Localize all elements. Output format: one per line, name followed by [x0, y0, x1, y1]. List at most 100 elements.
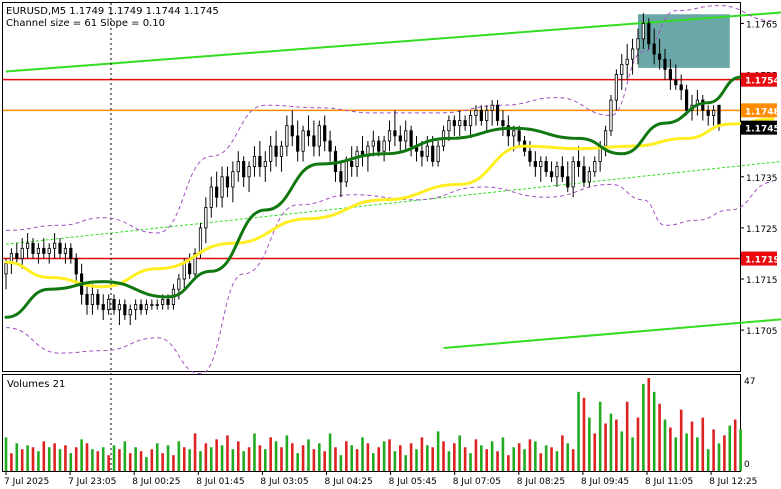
- candle-body-35: [193, 253, 197, 275]
- volume-bar-108: [588, 417, 591, 471]
- candle-body-99: [539, 161, 543, 167]
- volume-bar-130: [706, 449, 710, 471]
- candle-body-6: [36, 247, 41, 254]
- candle-body-122: [663, 58, 667, 70]
- y-tick-label-5: 1.1715: [746, 276, 778, 286]
- candle-body-75: [409, 130, 413, 147]
- volume-bar-49: [269, 437, 272, 471]
- volume-bar-126: [685, 433, 688, 471]
- candle-body-38: [209, 186, 213, 208]
- volume-bar-127: [690, 421, 694, 471]
- volume-bar-2: [15, 443, 19, 471]
- candle-body-24: [134, 304, 138, 311]
- volume-bar-85: [463, 447, 467, 471]
- candle-body-36: [198, 227, 203, 254]
- volume-bar-61: [334, 447, 337, 471]
- x-tick-label-3: 8 Jul 01:45: [196, 477, 244, 487]
- volume-bar-42: [231, 449, 235, 471]
- candle-body-88: [479, 109, 483, 121]
- volume-bar-118: [642, 383, 645, 471]
- candle-body-7: [42, 247, 46, 254]
- volume-bar-72: [393, 451, 397, 471]
- volume-bar-30: [166, 445, 170, 471]
- candle-body-62: [339, 171, 343, 183]
- candle-body-100: [544, 161, 548, 173]
- volume-bar-12: [69, 453, 73, 471]
- volume-bar-97: [528, 439, 532, 471]
- candle-body-23: [128, 309, 132, 316]
- volume-bar-70: [382, 441, 386, 471]
- bollinger-layer: [5, 5, 774, 375]
- x-tick-label-6: 8 Jul 05:45: [389, 477, 437, 487]
- candle-body-63: [344, 161, 348, 183]
- candle-body-20: [112, 299, 116, 311]
- candle-body-17: [96, 293, 100, 305]
- volume-bar-121: [658, 403, 661, 471]
- candle-body-86: [468, 115, 473, 127]
- candle-body-73: [398, 135, 402, 142]
- candle-body-34: [188, 263, 192, 275]
- volume-bar-123: [669, 427, 672, 471]
- volume-bar-84: [458, 435, 462, 471]
- volume-bar-31: [172, 455, 175, 471]
- candle-body-79: [431, 145, 435, 162]
- volume-bar-100: [544, 445, 548, 471]
- volume-bar-89: [485, 449, 489, 471]
- candle-body-95: [517, 130, 521, 142]
- candle-body-40: [220, 176, 224, 198]
- volume-bars-layer: [4, 378, 742, 471]
- candle-body-124: [674, 79, 678, 86]
- volume-bar-20: [112, 445, 116, 471]
- volume-bar-6: [37, 451, 40, 471]
- symbol-info: EURUSD,M5 1.1749 1.1749 1.1744 1.1745: [6, 6, 219, 17]
- volume-bar-64: [350, 445, 353, 471]
- candle-body-21: [117, 304, 122, 311]
- volume-bar-68: [372, 453, 375, 471]
- volume-bar-115: [625, 401, 629, 471]
- candle-body-28: [155, 304, 159, 306]
- candle-body-74: [404, 130, 408, 142]
- x-tick-label-11: 8 Jul 12:25: [709, 477, 757, 487]
- volume-bar-71: [388, 439, 391, 471]
- volume-bar-96: [523, 449, 526, 471]
- volume-bar-125: [679, 409, 683, 471]
- volume-bar-95: [517, 443, 521, 471]
- candle-body-78: [425, 145, 429, 157]
- x-tick-label-4: 8 Jul 03:05: [260, 477, 308, 487]
- candle-body-51: [279, 145, 284, 157]
- price-pane-border: [2, 2, 741, 372]
- price-label-box-3: [741, 251, 777, 266]
- volume-bar-24: [134, 447, 137, 471]
- candle-body-91: [495, 104, 500, 121]
- candle-body-3: [20, 247, 24, 259]
- candle-body-13: [74, 258, 78, 275]
- price-labels: 1.1754 1.1748 1.1745 1.1719: [741, 72, 780, 266]
- volume-bar-114: [620, 431, 624, 471]
- volume-bar-19: [107, 455, 110, 471]
- moving-average-layer: [4, 75, 775, 319]
- volume-bar-77: [420, 437, 424, 471]
- candle-body-29: [161, 299, 165, 305]
- candle-body-46: [252, 155, 257, 167]
- volume-bar-131: [712, 429, 715, 471]
- volume-bar-14: [80, 439, 83, 471]
- candle-body-47: [258, 155, 262, 167]
- volume-bar-58: [317, 443, 321, 471]
- candle-body-56: [306, 130, 311, 137]
- candle-body-57: [312, 135, 316, 147]
- volume-bar-55: [301, 445, 305, 471]
- volume-bar-110: [598, 401, 602, 471]
- moving-average-0: [4, 117, 775, 289]
- candle-body-4: [26, 242, 30, 249]
- volume-bar-5: [31, 447, 35, 471]
- price-label-1: 1.1748: [745, 107, 780, 117]
- volume-bar-35: [193, 433, 197, 471]
- candle-body-114: [620, 63, 624, 75]
- volume-bar-10: [58, 449, 62, 471]
- volume-bar-11: [64, 445, 67, 471]
- candle-body-12: [69, 247, 73, 259]
- bollinger-band-3: [5, 181, 774, 375]
- volume-bar-87: [474, 439, 478, 471]
- candle-body-94: [512, 130, 516, 137]
- candle-body-42: [231, 171, 235, 188]
